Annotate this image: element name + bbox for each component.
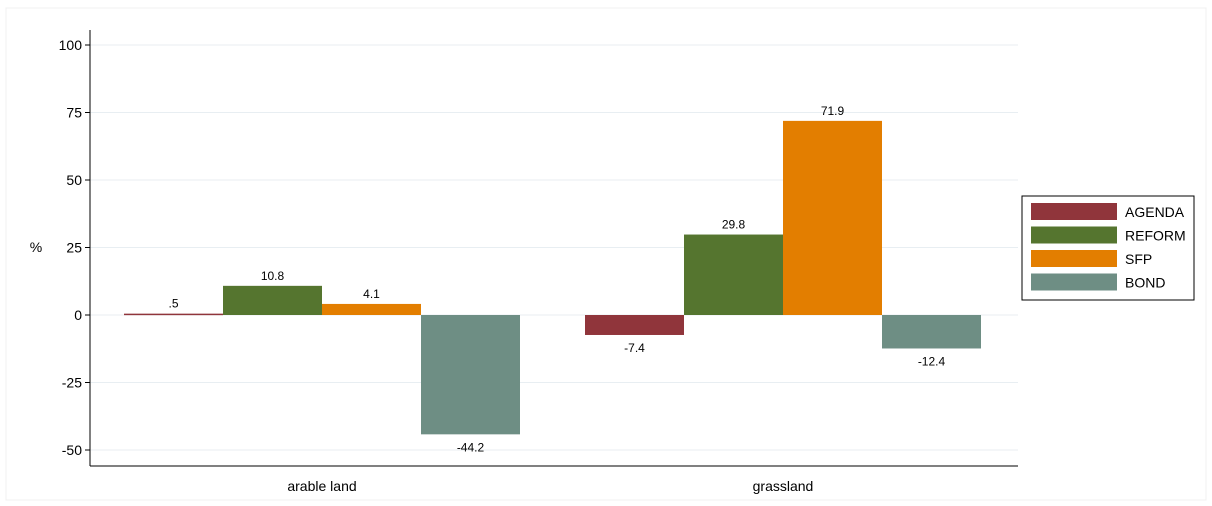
axis-layer: -50 -25 0 25 50 75 100 arable land grassland <box>59 30 1018 494</box>
bar-bond <box>421 315 520 435</box>
data-label: 71.9 <box>821 104 845 118</box>
y-tick-label: 0 <box>74 307 82 323</box>
chart-background <box>5 7 1207 501</box>
data-label: .5 <box>168 297 178 311</box>
legend-label-agenda: AGENDA <box>1125 204 1185 220</box>
data-label: 10.8 <box>261 269 285 283</box>
legend-swatch-agenda <box>1031 203 1117 220</box>
bar-agenda <box>124 313 223 316</box>
y-tick-label: 50 <box>66 172 82 188</box>
legend-swatch-sfp <box>1031 250 1117 267</box>
legend-label-bond: BOND <box>1125 275 1165 291</box>
bar-sfp <box>322 303 421 315</box>
data-label: -12.4 <box>918 354 946 368</box>
bar-reform <box>684 234 783 315</box>
data-label: 29.8 <box>722 218 746 232</box>
y-tick-label: 25 <box>66 240 82 256</box>
y-tick-label: 75 <box>66 105 82 121</box>
x-tick-label: grassland <box>753 478 814 494</box>
bar-bond <box>882 315 981 349</box>
bar-layer: .5 10.8 4.1 -44.2 -7.4 29.8 71.9 -12.4 <box>124 104 981 454</box>
legend-swatch-bond <box>1031 273 1117 291</box>
legend-swatch-reform <box>1031 226 1117 244</box>
bar-agenda <box>585 315 684 335</box>
data-label: 4.1 <box>363 287 380 301</box>
bar-reform <box>223 285 322 315</box>
legend-label-sfp: SFP <box>1125 251 1152 267</box>
bar-sfp <box>783 120 882 316</box>
y-tick-label: 100 <box>59 37 83 53</box>
legend: AGENDA REFORM SFP BOND <box>1021 195 1195 301</box>
data-label: -44.2 <box>457 440 485 454</box>
y-axis-label: % <box>30 239 42 255</box>
grid-layer <box>90 44 1018 451</box>
data-label: -7.4 <box>624 341 645 355</box>
x-tick-label: arable land <box>287 478 356 494</box>
legend-label-reform: REFORM <box>1125 228 1186 244</box>
y-tick-label: -50 <box>62 442 82 458</box>
y-tick-label: -25 <box>62 375 82 391</box>
